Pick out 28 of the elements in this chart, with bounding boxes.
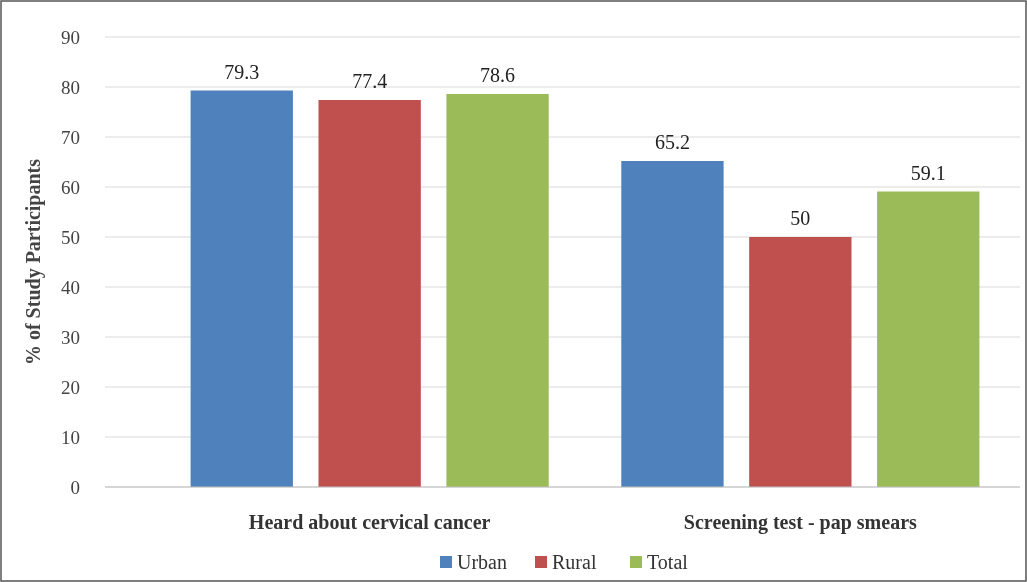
y-tick-label: 0 (70, 476, 80, 498)
data-label: 78.6 (480, 64, 516, 86)
y-tick-label: 60 (61, 176, 80, 198)
y-tick-label: 30 (61, 326, 80, 348)
x-tick-label: Heard about cervical cancer (248, 511, 491, 533)
bar (877, 191, 980, 487)
y-axis-title: % of Study Participants (22, 158, 45, 366)
bar (749, 237, 852, 487)
legend-label: Urban (457, 551, 507, 573)
legend-label: Total (647, 551, 689, 573)
bar (621, 161, 724, 487)
y-tick-label: 10 (61, 426, 80, 448)
bar (318, 100, 421, 487)
x-tick-label: Screening test - pap smears (683, 511, 918, 534)
bar (190, 90, 293, 487)
y-tick-label: 40 (61, 276, 80, 298)
y-tick-label: 90 (61, 26, 80, 48)
data-label: 65.2 (654, 131, 690, 153)
y-tick-label: 70 (61, 126, 80, 148)
data-label: 77.4 (352, 70, 388, 92)
y-tick-label: 50 (61, 226, 80, 248)
bar (446, 94, 549, 487)
y-tick-label: 80 (61, 76, 80, 98)
data-label: 50 (790, 207, 811, 229)
data-label: 59.1 (910, 161, 946, 184)
legend-label: Rural (552, 551, 597, 573)
data-label: 79.3 (224, 60, 260, 83)
y-tick-label: 20 (61, 376, 80, 398)
